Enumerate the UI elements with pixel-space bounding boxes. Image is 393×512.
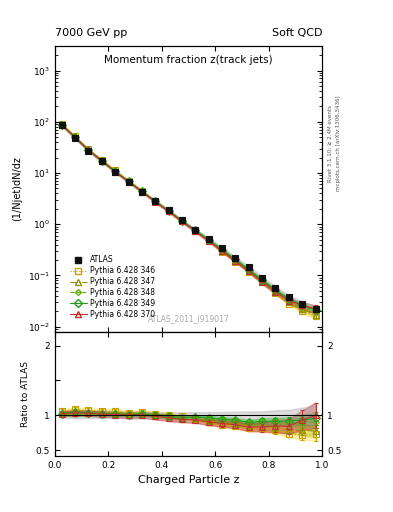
Text: Soft QCD: Soft QCD	[272, 28, 322, 37]
Text: ATLAS_2011_I919017: ATLAS_2011_I919017	[148, 314, 230, 323]
Text: 7000 GeV pp: 7000 GeV pp	[55, 28, 127, 37]
Text: mcplots.cern.ch [arXiv:1306.3436]: mcplots.cern.ch [arXiv:1306.3436]	[336, 96, 341, 191]
Y-axis label: (1/Njet)dN/dz: (1/Njet)dN/dz	[12, 156, 22, 221]
Y-axis label: Ratio to ATLAS: Ratio to ATLAS	[21, 360, 30, 426]
X-axis label: Charged Particle z: Charged Particle z	[138, 475, 239, 485]
Text: Momentum fraction z(track jets): Momentum fraction z(track jets)	[104, 55, 273, 65]
Legend: ATLAS, Pythia 6.428 346, Pythia 6.428 347, Pythia 6.428 348, Pythia 6.428 349, P: ATLAS, Pythia 6.428 346, Pythia 6.428 34…	[67, 252, 158, 322]
Text: Rivet 3.1.10; ≥ 2.4M events: Rivet 3.1.10; ≥ 2.4M events	[328, 105, 333, 182]
